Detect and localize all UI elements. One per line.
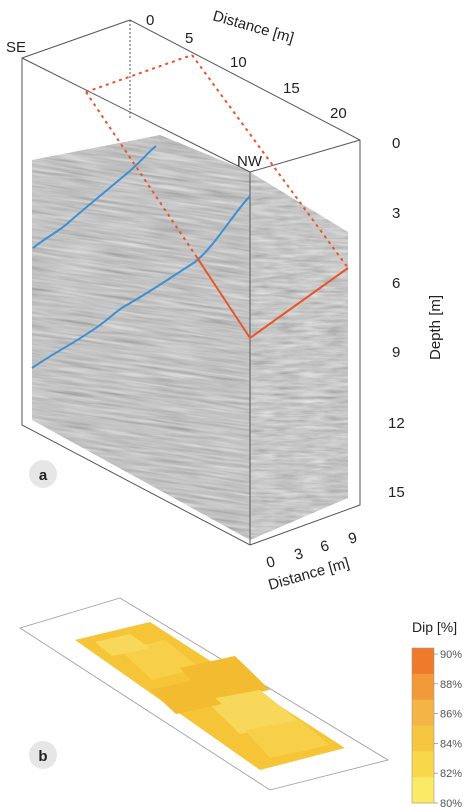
depth-axis-title: Depth [m] — [427, 295, 444, 360]
legend-swatch — [412, 751, 434, 778]
bounding-box — [21, 19, 361, 546]
panel-a-label: a — [29, 460, 57, 488]
top-distance-axis: Distance [m] 0 5 10 15 20 — [146, 8, 347, 122]
top-tick: 10 — [230, 54, 247, 71]
panel-a-letter: a — [39, 467, 48, 484]
top-tick: 0 — [146, 12, 154, 29]
horizon-upper — [32, 145, 157, 249]
legend-colorbar — [411, 647, 435, 804]
dip-map — [19, 597, 390, 791]
map-frame — [19, 597, 390, 791]
fault-solid — [195, 255, 349, 340]
bottom-axis-title: Distance [m] — [266, 555, 351, 594]
bottom-distance-axis: 0 3 6 9 Distance [m] — [264, 529, 359, 594]
side-radargram — [250, 172, 348, 540]
top-tick: 20 — [330, 105, 347, 122]
legend-swatch — [412, 699, 434, 726]
legend-tick-label: 84% — [440, 738, 462, 750]
legend-tick-label: 90% — [440, 649, 462, 661]
legend-swatch — [412, 673, 434, 701]
top-tick: 15 — [283, 80, 300, 97]
legend-swatch — [412, 777, 434, 804]
dip-patches — [95, 634, 330, 758]
orient-nw: NW — [237, 153, 263, 170]
gpr-block — [32, 135, 348, 540]
legend-swatch — [412, 648, 434, 675]
bottom-tick: 9 — [346, 529, 359, 548]
legend-tick-label: 86% — [440, 709, 462, 721]
depth-tick: 6 — [392, 275, 400, 292]
legend-tick-label: 88% — [440, 679, 462, 691]
front-radargram — [32, 135, 250, 540]
legend-swatch — [412, 725, 434, 752]
bottom-tick: 0 — [264, 553, 277, 572]
legend-title: Dip [%] — [412, 619, 457, 635]
depth-axis: 0 3 6 9 12 15 Depth [m] — [388, 135, 444, 501]
depth-tick: 3 — [392, 205, 400, 222]
bottom-tick: 3 — [292, 545, 305, 564]
depth-tick: 15 — [388, 484, 405, 501]
depth-tick: 9 — [392, 344, 400, 361]
legend-ticks: 90% 88% 86% 84% 82% 80% — [434, 649, 462, 807]
orient-se: SE — [6, 39, 26, 56]
top-tick: 5 — [185, 30, 193, 47]
horizon-lower — [31, 195, 251, 369]
legend-tick-label: 82% — [440, 768, 462, 780]
dip-legend: Dip [%] 90% 88% 86% 84% 82% 80% — [411, 619, 462, 807]
fault-lines — [85, 54, 349, 340]
panel-b-label: b — [29, 741, 57, 769]
horizons — [31, 145, 251, 369]
bottom-tick: 6 — [318, 537, 331, 556]
legend-outline — [411, 647, 435, 804]
panel-b-letter: b — [38, 748, 47, 765]
top-axis-title: Distance [m] — [211, 8, 296, 47]
depth-tick: 0 — [392, 135, 400, 152]
depth-tick: 12 — [388, 415, 405, 432]
legend-tick-label: 80% — [440, 798, 462, 807]
